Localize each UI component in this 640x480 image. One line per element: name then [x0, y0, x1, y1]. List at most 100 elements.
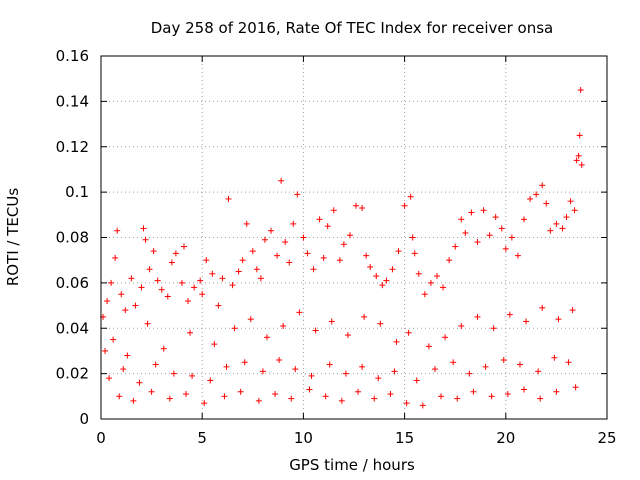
- data-point: [474, 313, 481, 320]
- data-point: [401, 202, 408, 209]
- data-point: [158, 286, 165, 293]
- data-point: [180, 243, 187, 250]
- data-point: [207, 377, 214, 384]
- data-point: [383, 277, 390, 284]
- data-point: [344, 332, 351, 339]
- data-point: [458, 322, 465, 329]
- data-point: [172, 250, 179, 257]
- data-point: [201, 400, 208, 407]
- data-point: [336, 257, 343, 264]
- data-point: [106, 375, 113, 382]
- data-point: [170, 370, 177, 377]
- y-tick-label: 0.08: [56, 229, 89, 247]
- data-point: [191, 284, 198, 291]
- data-point: [219, 275, 226, 282]
- x-tick-label: 0: [96, 429, 106, 447]
- x-tick-label: 20: [496, 429, 515, 447]
- data-point: [211, 341, 218, 348]
- y-tick-label: 0: [79, 410, 89, 428]
- data-point: [454, 395, 461, 402]
- data-point: [215, 302, 222, 309]
- data-point: [389, 266, 396, 273]
- data-point: [150, 248, 157, 255]
- data-point: [140, 225, 147, 232]
- data-point: [419, 402, 426, 409]
- data-point: [110, 336, 117, 343]
- data-point: [569, 307, 576, 314]
- data-point: [290, 220, 297, 227]
- data-point: [466, 370, 473, 377]
- x-tick-label: 10: [294, 429, 313, 447]
- data-point: [268, 227, 275, 234]
- data-point: [118, 291, 125, 298]
- data-point: [359, 363, 366, 370]
- data-point: [261, 236, 268, 243]
- data-point: [516, 361, 523, 368]
- data-point: [415, 270, 422, 277]
- data-point: [197, 277, 204, 284]
- data-point: [146, 266, 153, 273]
- data-point: [391, 368, 398, 375]
- data-point: [304, 250, 311, 257]
- data-point: [553, 388, 560, 395]
- data-point: [498, 225, 505, 232]
- data-point: [300, 234, 307, 241]
- data-point: [553, 220, 560, 227]
- data-point: [559, 225, 566, 232]
- data-point: [533, 191, 540, 198]
- data-point: [223, 363, 230, 370]
- ticks-layer: [100, 55, 608, 420]
- data-point: [573, 157, 580, 164]
- data-point: [482, 363, 489, 370]
- data-point: [253, 266, 260, 273]
- data-point: [342, 370, 349, 377]
- data-point: [185, 298, 192, 305]
- y-tick-label: 0.02: [56, 365, 89, 383]
- data-point: [154, 277, 161, 284]
- data-point: [308, 372, 315, 379]
- data-point: [490, 325, 497, 332]
- data-point: [340, 241, 347, 248]
- data-point: [144, 320, 151, 327]
- data-point: [294, 191, 301, 198]
- data-point: [130, 397, 137, 404]
- data-point: [578, 161, 585, 168]
- data-point: [442, 334, 449, 341]
- grid-layer: [101, 56, 607, 419]
- data-point: [231, 325, 238, 332]
- data-point: [379, 282, 386, 289]
- data-point: [247, 316, 254, 323]
- y-tick-label: 0.14: [56, 92, 89, 110]
- data-point: [292, 366, 299, 373]
- data-point: [411, 250, 418, 257]
- data-point: [152, 361, 159, 368]
- data-point: [377, 320, 384, 327]
- data-point: [452, 243, 459, 250]
- data-point: [316, 216, 323, 223]
- data-point: [225, 195, 232, 202]
- data-point: [353, 202, 360, 209]
- data-point: [189, 372, 196, 379]
- data-point: [330, 207, 337, 214]
- data-point: [523, 318, 530, 325]
- data-point: [324, 223, 331, 230]
- data-point: [237, 388, 244, 395]
- data-point: [310, 266, 317, 273]
- data-point: [243, 220, 250, 227]
- data-point: [527, 195, 534, 202]
- data-point: [572, 384, 579, 391]
- data-point: [355, 388, 362, 395]
- data-point: [409, 234, 416, 241]
- data-point: [446, 257, 453, 264]
- data-point: [148, 388, 155, 395]
- data-point: [142, 236, 149, 243]
- data-point: [282, 239, 289, 246]
- data-point: [322, 393, 329, 400]
- data-point: [407, 193, 414, 200]
- data-point: [272, 391, 279, 398]
- data-point: [108, 279, 115, 286]
- data-point: [403, 400, 410, 407]
- data-point: [320, 254, 327, 261]
- data-point: [114, 227, 121, 234]
- data-point: [138, 284, 145, 291]
